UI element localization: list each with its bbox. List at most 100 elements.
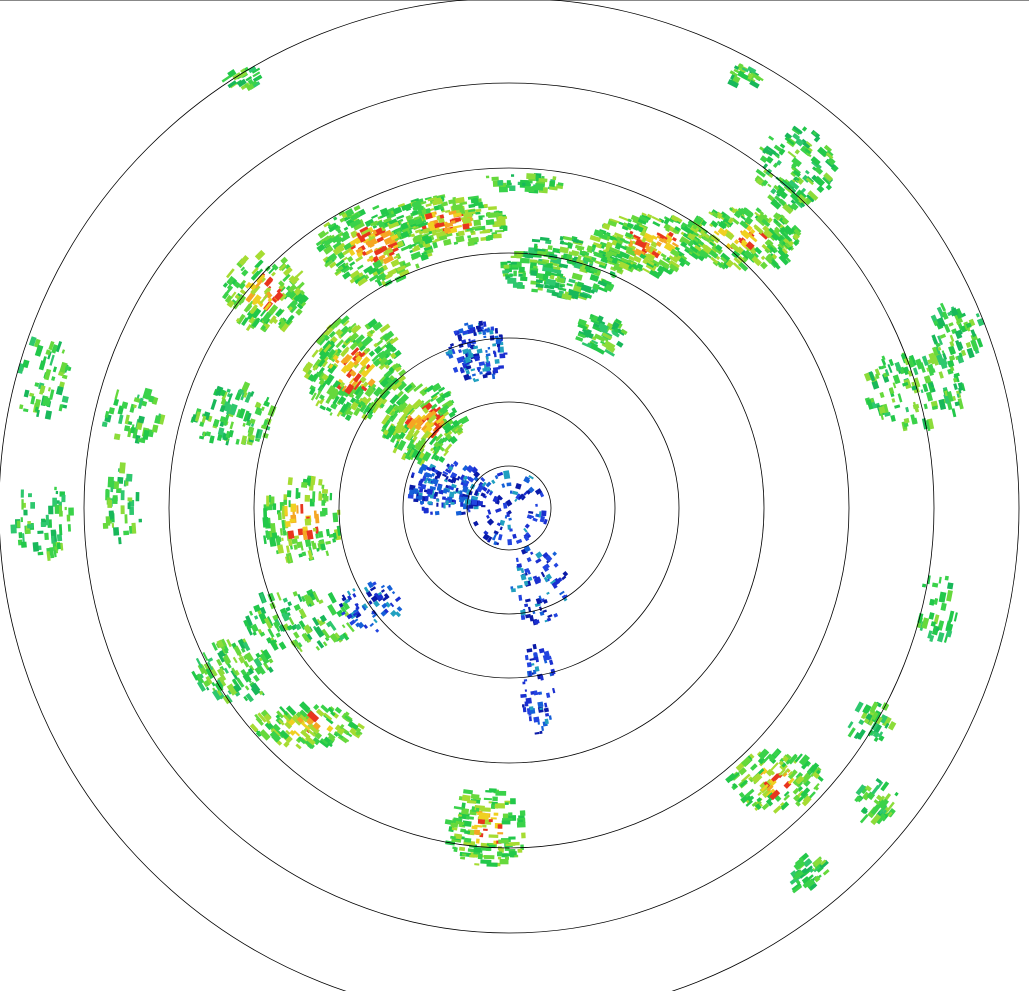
- echo-cell: [876, 716, 883, 725]
- echo-cell: [351, 339, 357, 344]
- range-ring: [168, 167, 850, 849]
- echo-cell: [800, 787, 811, 798]
- echo-cell: [268, 315, 277, 325]
- echo-cell: [410, 251, 422, 260]
- echo-cell: [316, 640, 325, 649]
- echo-cell: [492, 343, 497, 347]
- echo-cell: [890, 414, 896, 422]
- echo-cell: [697, 234, 703, 239]
- echo-cell: [341, 346, 350, 355]
- echo-cell: [810, 156, 821, 166]
- echo-cell: [449, 435, 458, 445]
- echo-cell: [511, 174, 515, 177]
- echo-cell: [539, 674, 544, 681]
- echo-cell: [510, 186, 515, 191]
- echo-cell: [596, 315, 604, 323]
- echo-cell: [341, 735, 350, 743]
- echo-cell: [344, 414, 352, 422]
- echo-cell: [283, 741, 290, 748]
- echo-cell: [535, 558, 542, 564]
- echo-cell: [473, 829, 481, 835]
- echo-cell: [250, 270, 261, 281]
- echo-cell: [717, 227, 728, 237]
- echo-cell: [492, 367, 499, 374]
- echo-cell: [568, 288, 580, 295]
- echo-cell: [780, 801, 790, 811]
- echo-cell: [604, 348, 615, 357]
- echo-cell: [881, 715, 892, 728]
- echo-cell: [495, 790, 507, 796]
- echo-cell: [267, 616, 274, 627]
- echo-cell: [306, 477, 312, 486]
- echo-cell: [776, 159, 782, 166]
- echo-cell: [605, 344, 616, 353]
- echo-cell: [426, 488, 434, 495]
- echo-cell: [528, 486, 535, 494]
- echo-cell: [353, 407, 361, 417]
- echo-cell: [398, 269, 410, 278]
- echo-cell: [291, 538, 298, 545]
- echo-cell: [419, 459, 426, 467]
- echo-cell: [412, 200, 422, 208]
- echo-cell: [429, 493, 434, 499]
- echo-cell: [894, 361, 902, 372]
- echo-cell: [723, 221, 731, 228]
- echo-cell: [101, 421, 108, 428]
- echo-cell: [358, 364, 368, 375]
- echo-cell: [462, 475, 468, 481]
- echo-cell: [539, 491, 545, 498]
- echo-cell: [794, 857, 805, 867]
- echo-cell: [684, 260, 690, 266]
- echo-cell: [325, 717, 334, 725]
- echo-cell: [338, 602, 344, 608]
- echo-cell: [732, 262, 742, 271]
- echo-cell: [953, 383, 958, 391]
- echo-cell: [561, 575, 567, 581]
- echo-cell: [507, 277, 517, 284]
- echo-cell: [52, 497, 57, 507]
- echo-cell: [327, 735, 336, 742]
- echo-cell: [436, 502, 439, 507]
- echo-cell: [354, 351, 360, 357]
- echo-cell: [592, 244, 597, 248]
- echo-cell: [553, 612, 559, 618]
- echo-cell: [278, 280, 285, 287]
- echo-cell: [497, 216, 508, 220]
- echo-cell: [126, 473, 133, 482]
- echo-cell: [422, 407, 429, 414]
- echo-cell: [892, 382, 897, 389]
- echo-cell: [341, 212, 348, 219]
- echo-cell: [257, 268, 264, 275]
- echo-cell: [418, 452, 426, 460]
- echo-cell: [768, 135, 775, 141]
- echo-cell: [577, 323, 588, 330]
- echo-cell: [486, 514, 490, 519]
- echo-cell: [373, 618, 378, 624]
- echo-cell: [341, 624, 346, 629]
- echo-cell: [291, 714, 303, 726]
- echo-cell: [523, 535, 530, 542]
- echo-cell: [455, 235, 465, 243]
- echo-cell: [748, 212, 754, 219]
- echo-cell: [319, 511, 326, 517]
- echo-cell: [307, 729, 316, 737]
- echo-cell: [482, 321, 487, 327]
- echo-cell: [398, 400, 408, 411]
- echo-cell: [699, 229, 705, 235]
- echo-cell: [368, 274, 379, 282]
- echo-cell: [609, 218, 620, 224]
- echo-cell: [235, 438, 240, 445]
- echo-cell: [244, 685, 250, 691]
- echo-cell: [249, 723, 259, 733]
- echo-cell: [663, 218, 670, 225]
- echo-cell: [956, 354, 965, 364]
- echo-cell: [618, 221, 624, 226]
- echo-cell: [483, 530, 489, 536]
- echo-cell: [320, 235, 331, 244]
- echo-cell: [954, 401, 960, 407]
- echo-cell: [443, 227, 451, 234]
- echo-cell: [505, 843, 516, 847]
- echo-cell: [379, 375, 392, 388]
- echo-cell: [386, 424, 394, 434]
- echo-cell: [494, 229, 505, 233]
